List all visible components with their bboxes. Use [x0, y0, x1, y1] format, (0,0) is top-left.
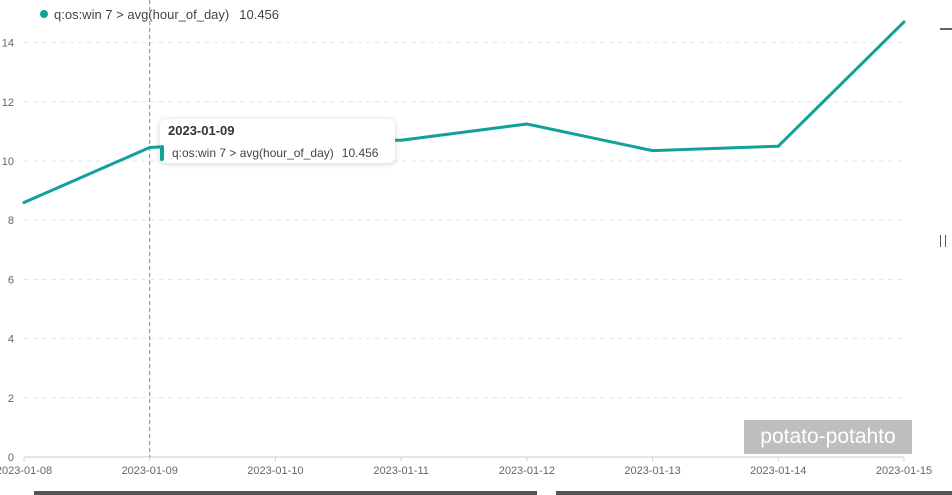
series-layer[interactable] [22, 20, 906, 204]
legend-dot-icon [40, 10, 48, 18]
x-tick-label: 2023-01-14 [750, 465, 806, 477]
data-point[interactable] [22, 200, 26, 204]
y-tick-label: 8 [8, 215, 14, 227]
tooltip-series-marker [160, 145, 164, 161]
y-tick-label: 14 [2, 38, 14, 50]
x-tick-label: 2023-01-10 [247, 465, 303, 477]
tooltip: 2023-01-09 q:os:win 7 > avg(hour_of_day)… [160, 119, 395, 163]
x-axis-ticks: 2023-01-08 2023-01-09 2023-01-10 2023-01-11… [0, 457, 932, 477]
x-tick-label: 2023-01-12 [499, 465, 555, 477]
resize-handle-icon[interactable] [940, 235, 946, 247]
legend-value: 10.456 [239, 6, 280, 22]
edge-mark [940, 28, 952, 30]
data-point[interactable] [902, 20, 906, 24]
y-tick-label: 6 [8, 274, 14, 286]
y-tick-label: 0 [8, 452, 14, 464]
x-tick-label: 2023-01-15 [876, 465, 932, 477]
data-point[interactable] [148, 146, 152, 150]
y-tick-label: 2 [8, 393, 14, 405]
bottom-scrollbar-left[interactable] [34, 491, 537, 495]
data-point[interactable] [399, 138, 403, 142]
bottom-scrollbar-right[interactable] [556, 491, 952, 495]
data-point[interactable] [651, 149, 655, 153]
x-tick-label: 2023-01-08 [0, 465, 52, 477]
y-tick-label: 4 [8, 334, 14, 346]
tooltip-row: q:os:win 7 > avg(hour_of_day) 10.456 [172, 146, 378, 160]
data-point[interactable] [776, 144, 780, 148]
x-tick-label: 2023-01-13 [624, 465, 680, 477]
y-tick-label: 12 [2, 97, 14, 109]
tooltip-date: 2023-01-09 [168, 123, 235, 138]
x-tick-label: 2023-01-09 [122, 465, 178, 477]
watermark: potato-potahto [744, 420, 912, 454]
legend-series-name: q:os:win 7 > avg(hour_of_day) [54, 6, 230, 22]
tooltip-series-name: q:os:win 7 > avg(hour_of_day) [172, 146, 334, 160]
series-line[interactable] [23, 20, 906, 204]
tooltip-value: 10.456 [341, 146, 379, 160]
y-axis-ticks: 0 2 4 6 8 10 12 14 [2, 38, 14, 464]
grid-lines [24, 42, 904, 399]
data-point[interactable] [525, 122, 529, 126]
y-tick-label: 10 [2, 156, 14, 168]
legend[interactable]: q:os:win 7 > avg(hour_of_day) 10.456 [40, 6, 279, 22]
x-tick-label: 2023-01-11 [373, 465, 428, 477]
